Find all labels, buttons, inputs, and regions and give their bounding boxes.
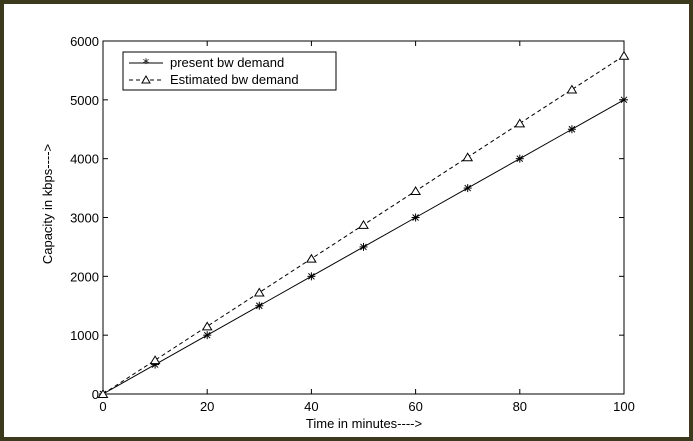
y-tick-label: 2000 <box>70 269 99 284</box>
y-tick-label: 3000 <box>70 211 99 226</box>
data-point-present <box>203 331 211 339</box>
y-tick-label: 1000 <box>70 328 99 343</box>
y-tick-label: 4000 <box>70 152 99 167</box>
x-tick-label: 100 <box>613 399 635 414</box>
x-tick-label: 60 <box>408 399 422 414</box>
data-point-present <box>255 302 263 310</box>
legend-marker-present: * <box>143 57 150 72</box>
y-tick-label: 6000 <box>70 34 99 49</box>
data-point-present <box>412 214 420 222</box>
data-point-present <box>307 272 315 280</box>
x-tick-label: 80 <box>513 399 527 414</box>
x-axis-label: Time in minutes----> <box>306 416 422 431</box>
plot-area <box>103 41 624 394</box>
data-point-present <box>568 125 576 133</box>
legend: * present bw demand Estimated bw demand <box>123 52 336 90</box>
data-point-present <box>360 243 368 251</box>
y-axis-label: Capacity in kbps----> <box>40 144 55 264</box>
data-point-present <box>620 96 628 104</box>
y-tick-label: 5000 <box>70 93 99 108</box>
data-point-present <box>464 184 472 192</box>
x-tick-label: 20 <box>200 399 214 414</box>
data-point-present <box>516 155 524 163</box>
x-tick-label: 40 <box>304 399 318 414</box>
legend-label-estimated: Estimated bw demand <box>170 72 299 87</box>
y-tick-label: 0 <box>92 387 99 402</box>
x-tick-label: 0 <box>99 399 106 414</box>
legend-label-present: present bw demand <box>170 55 284 70</box>
